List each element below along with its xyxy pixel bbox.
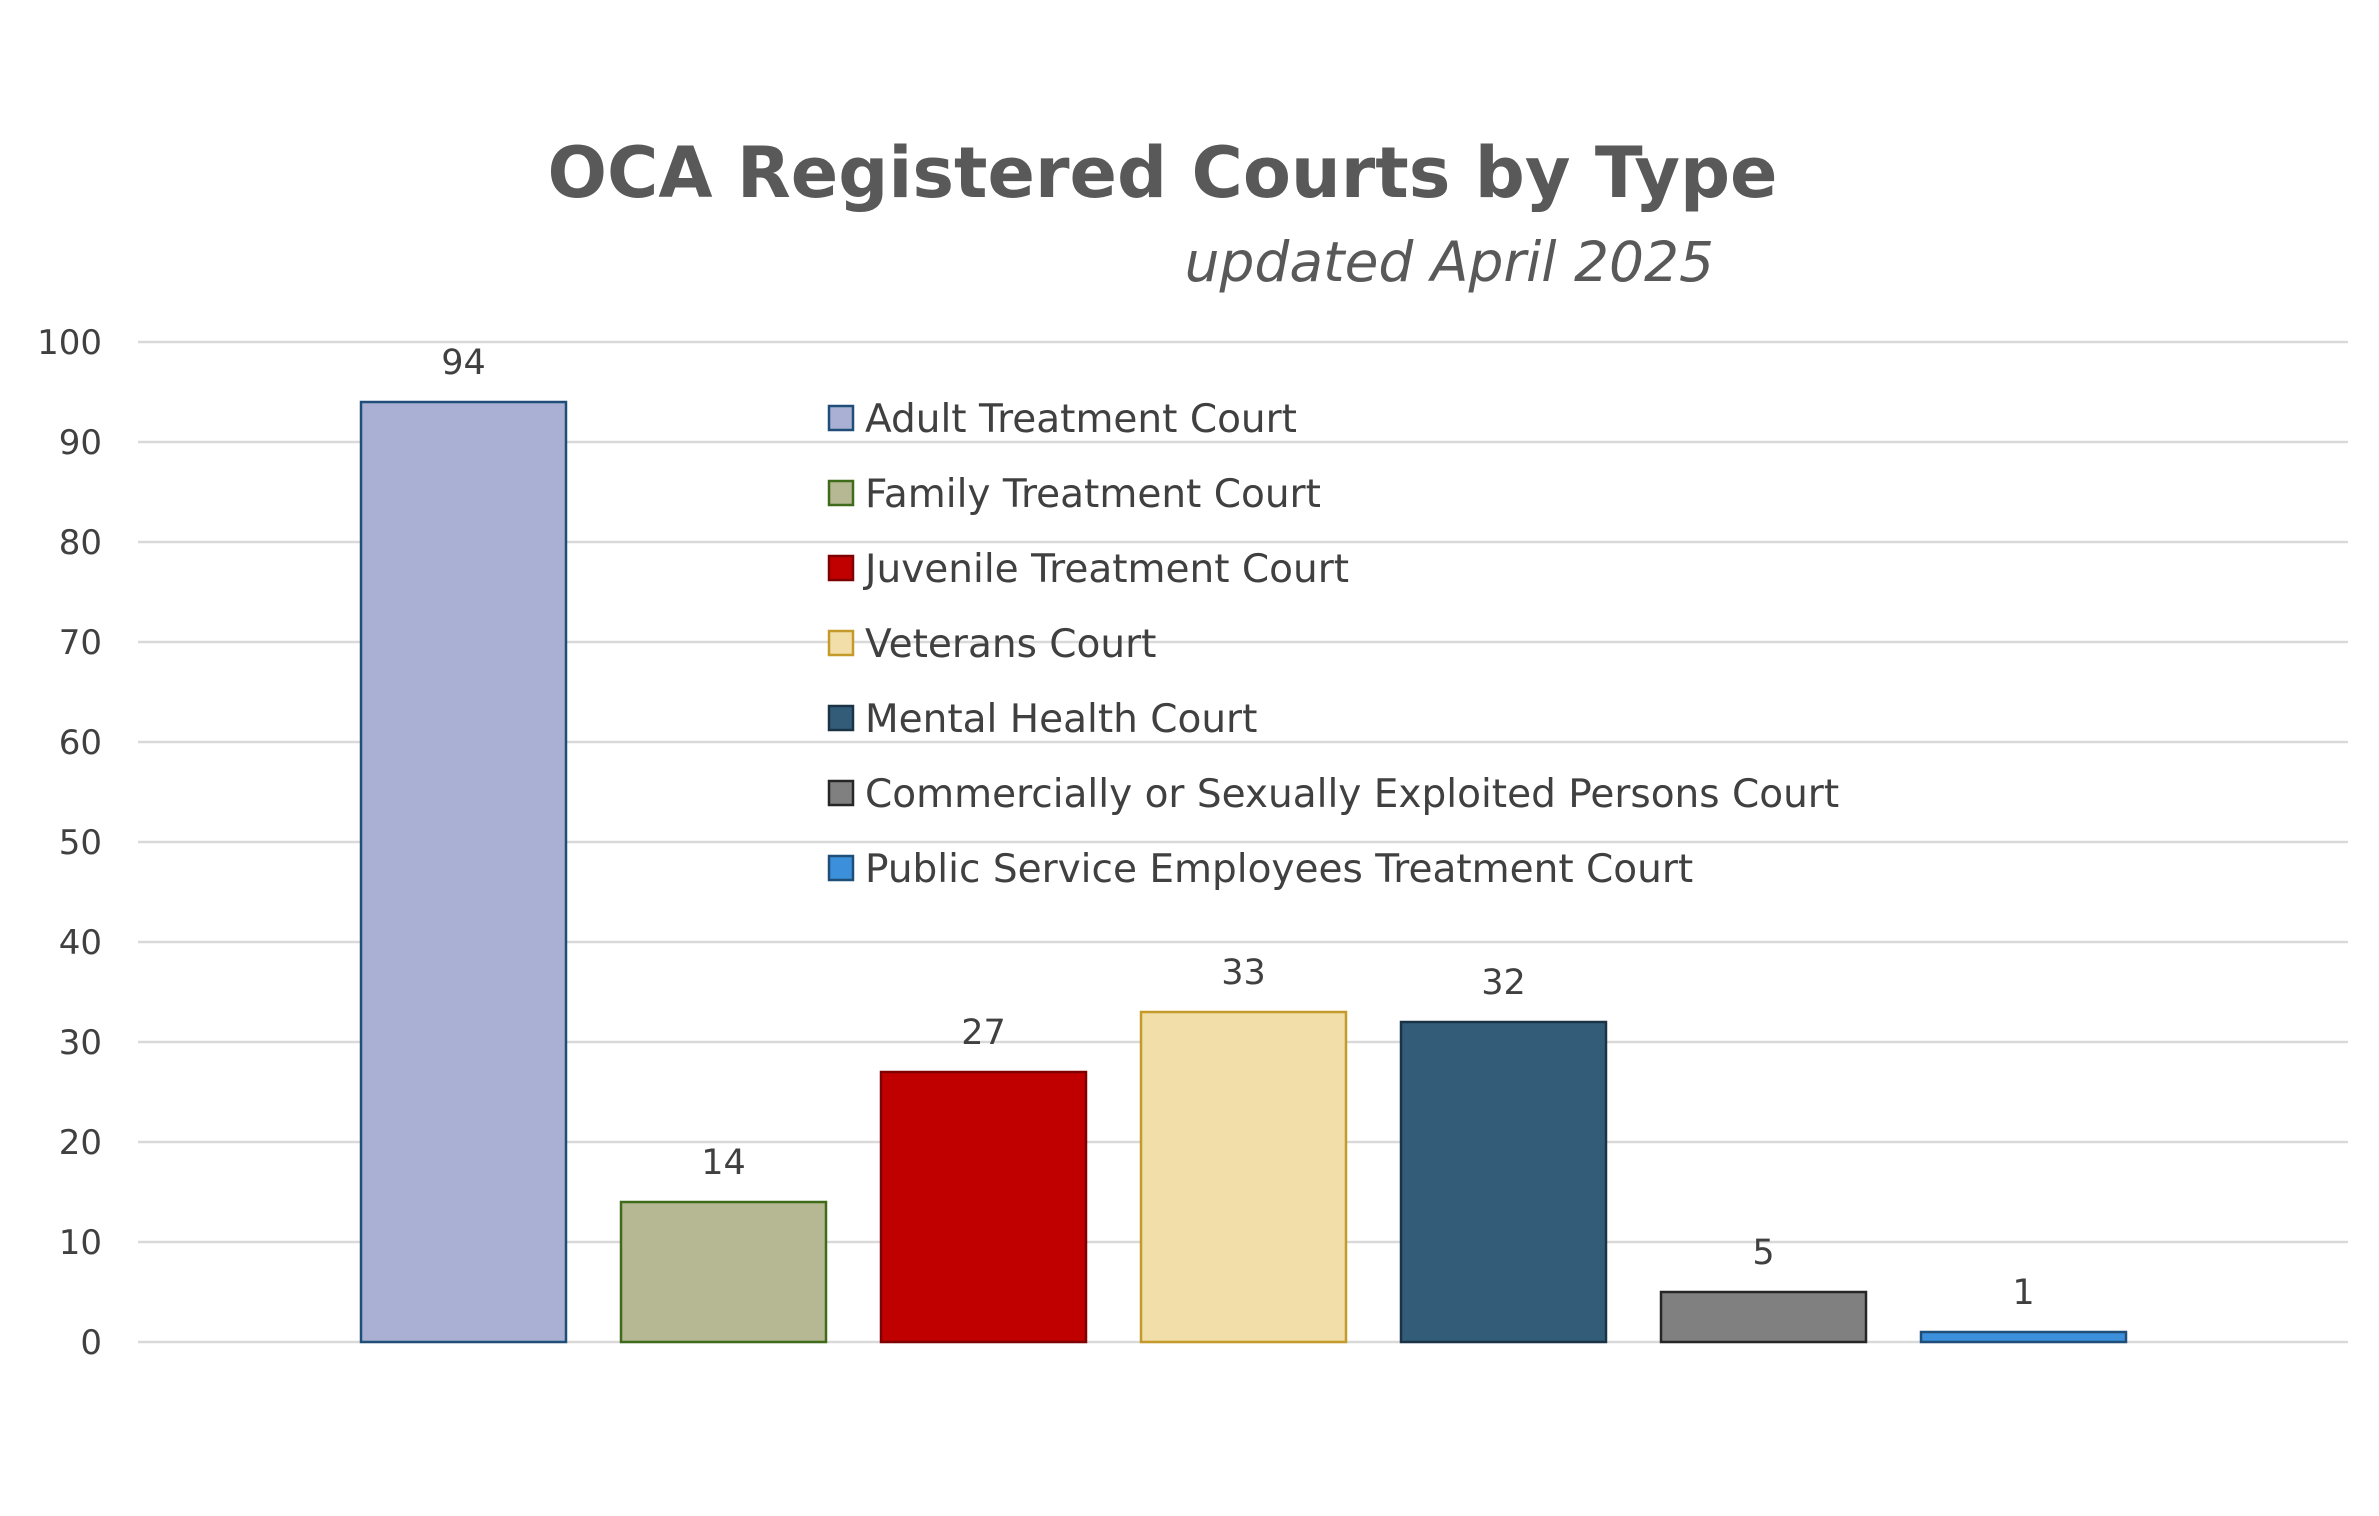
- y-axis-ticks: 0 10 20 30 40 50 60 70 80 90 100: [37, 323, 102, 1363]
- y-tick-label: 20: [59, 1123, 102, 1163]
- chart-subtitle: updated April 2025: [1184, 230, 1714, 294]
- bar: [1139, 1010, 1348, 1344]
- bar: [1399, 1020, 1608, 1344]
- legend-item: Public Service Employees Treatment Court: [827, 847, 1693, 892]
- chart-title: OCA Registered Courts by Type: [547, 132, 1778, 214]
- data-label: 14: [701, 1143, 746, 1183]
- data-label: 27: [961, 1013, 1006, 1053]
- y-tick-label: 30: [59, 1023, 102, 1063]
- y-tick-label: 0: [80, 1323, 102, 1363]
- legend: Adult Treatment Court Family Treatment Co…: [827, 397, 1839, 892]
- legend-swatch: [827, 704, 855, 732]
- legend-label: Adult Treatment Court: [865, 397, 1297, 442]
- legend-swatch: [827, 779, 855, 807]
- legend-item: Veterans Court: [827, 622, 1156, 667]
- data-label: 1: [2012, 1273, 2034, 1313]
- legend-label: Juvenile Treatment Court: [862, 547, 1349, 592]
- legend-item: Family Treatment Court: [827, 472, 1321, 517]
- y-tick-label: 10: [59, 1223, 102, 1263]
- legend-swatch: [827, 629, 855, 657]
- bar: [619, 1200, 828, 1344]
- bar: [1659, 1290, 1868, 1344]
- data-label: 5: [1752, 1233, 1774, 1273]
- y-tick-label: 40: [59, 923, 102, 963]
- legend-swatch: [827, 554, 855, 582]
- legend-swatch: [827, 854, 855, 882]
- y-tick-label: 60: [59, 723, 102, 763]
- y-tick-label: 70: [59, 623, 102, 663]
- legend-swatch: [827, 479, 855, 507]
- bar: [879, 1070, 1088, 1344]
- legend-label: Veterans Court: [865, 622, 1156, 667]
- y-tick-label: 100: [37, 323, 102, 363]
- legend-label: Mental Health Court: [865, 697, 1257, 742]
- legend-item: Juvenile Treatment Court: [827, 547, 1349, 592]
- data-label: 94: [441, 343, 486, 383]
- data-labels: 94 14 27 33 32 5 1: [441, 343, 2034, 1313]
- bars: [359, 400, 2128, 1344]
- bar: [359, 400, 568, 1344]
- legend-label: Family Treatment Court: [865, 472, 1321, 517]
- data-label: 33: [1221, 953, 1266, 993]
- data-label: 32: [1481, 963, 1526, 1003]
- y-tick-label: 50: [59, 823, 102, 863]
- y-tick-label: 80: [59, 523, 102, 563]
- legend-item: Mental Health Court: [827, 697, 1257, 742]
- legend-item: Adult Treatment Court: [827, 397, 1297, 442]
- legend-swatch: [827, 404, 855, 432]
- bar: [1919, 1330, 2128, 1344]
- legend-item: Commercially or Sexually Exploited Perso…: [827, 772, 1839, 817]
- legend-label: Public Service Employees Treatment Court: [865, 847, 1693, 892]
- y-tick-label: 90: [59, 423, 102, 463]
- legend-label: Commercially or Sexually Exploited Perso…: [865, 772, 1839, 817]
